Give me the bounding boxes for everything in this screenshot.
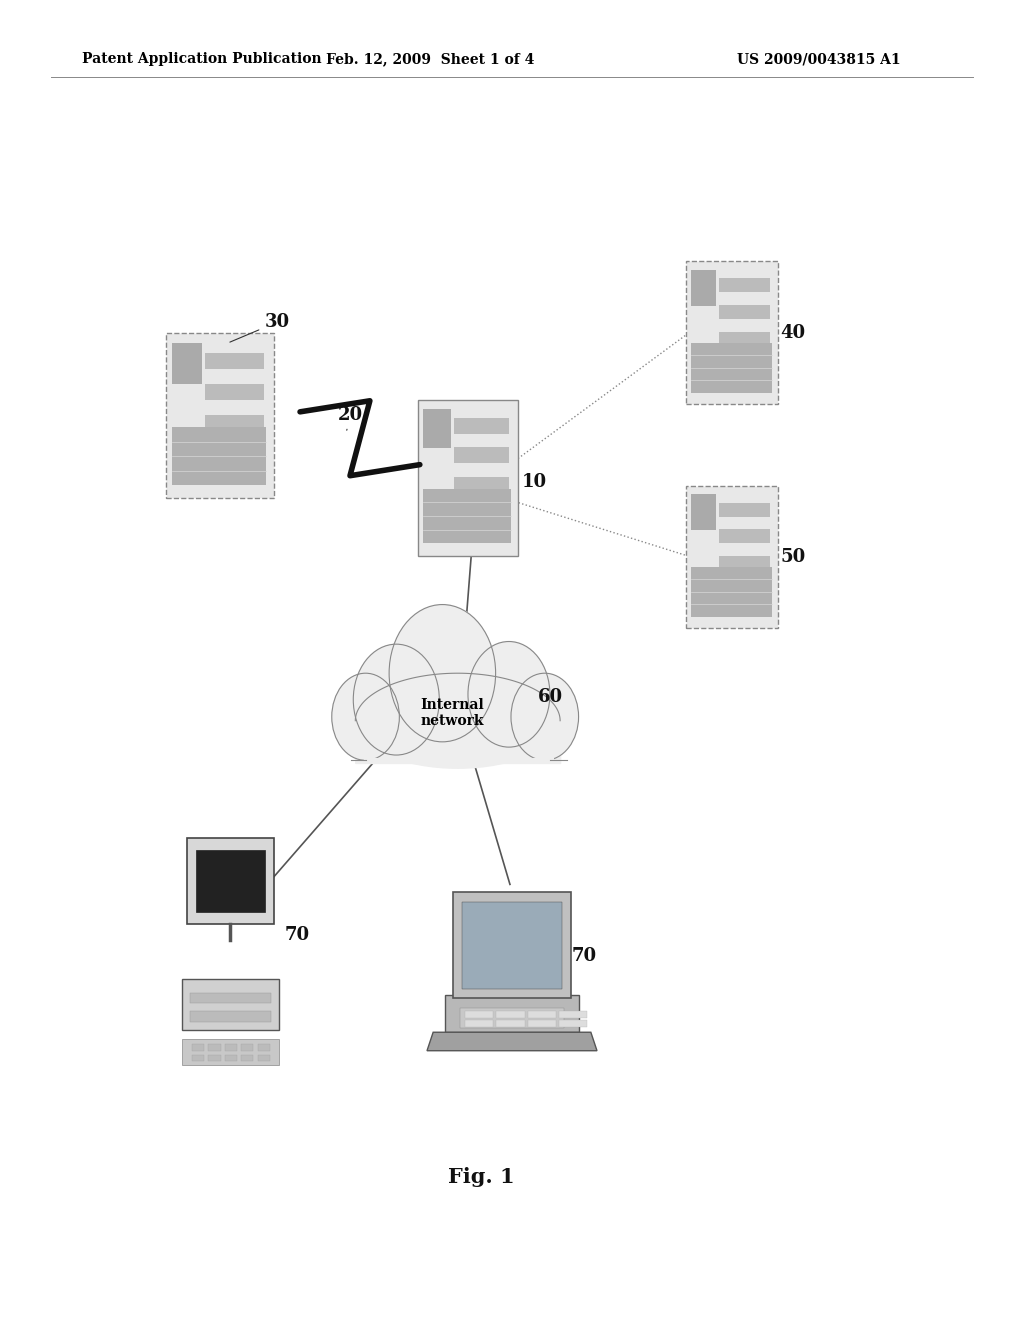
Circle shape bbox=[389, 605, 496, 742]
Bar bbox=[193, 1055, 205, 1061]
Bar bbox=[209, 1055, 221, 1061]
Bar bbox=[258, 1055, 270, 1061]
Bar bbox=[454, 418, 509, 434]
Text: Internal
network: Internal network bbox=[421, 698, 484, 727]
Text: 30: 30 bbox=[229, 313, 290, 342]
Bar bbox=[497, 1020, 524, 1027]
Bar bbox=[205, 414, 264, 432]
Bar bbox=[497, 1011, 524, 1018]
Text: 50: 50 bbox=[780, 548, 806, 566]
Bar bbox=[205, 352, 264, 370]
Bar bbox=[454, 447, 509, 463]
Bar bbox=[186, 838, 274, 924]
Bar bbox=[190, 993, 270, 1003]
Bar bbox=[418, 400, 518, 556]
Circle shape bbox=[353, 644, 439, 755]
Ellipse shape bbox=[355, 673, 560, 768]
Text: Fig. 1: Fig. 1 bbox=[447, 1167, 515, 1188]
Bar bbox=[209, 1044, 221, 1051]
Text: US 2009/0043815 A1: US 2009/0043815 A1 bbox=[737, 53, 901, 66]
Polygon shape bbox=[427, 1032, 597, 1051]
Bar bbox=[690, 568, 772, 616]
Bar bbox=[719, 503, 770, 516]
Bar bbox=[453, 892, 571, 998]
Bar bbox=[172, 343, 202, 384]
Bar bbox=[423, 488, 511, 544]
Bar bbox=[225, 1044, 238, 1051]
Text: 70: 70 bbox=[285, 925, 310, 944]
Bar bbox=[686, 261, 778, 404]
Bar bbox=[719, 556, 770, 570]
Bar bbox=[559, 1011, 587, 1018]
Bar bbox=[190, 1011, 270, 1022]
Bar bbox=[242, 1044, 254, 1051]
Bar bbox=[719, 279, 770, 292]
Text: 20: 20 bbox=[338, 405, 364, 430]
Bar bbox=[690, 269, 717, 305]
Bar bbox=[258, 1044, 270, 1051]
Bar bbox=[182, 1039, 279, 1065]
Bar bbox=[205, 384, 264, 400]
Circle shape bbox=[468, 642, 550, 747]
Bar bbox=[197, 850, 264, 912]
Bar bbox=[463, 902, 561, 989]
Text: 70: 70 bbox=[571, 946, 597, 965]
Bar bbox=[225, 1055, 238, 1061]
Bar bbox=[423, 409, 451, 449]
Bar bbox=[242, 1055, 254, 1061]
Bar bbox=[690, 343, 772, 392]
Bar bbox=[193, 1044, 205, 1051]
Bar bbox=[182, 979, 279, 1030]
Bar bbox=[172, 428, 266, 484]
Circle shape bbox=[332, 673, 399, 760]
Bar bbox=[527, 1011, 556, 1018]
Bar bbox=[460, 1008, 564, 1028]
Bar bbox=[465, 1011, 494, 1018]
Text: 60: 60 bbox=[538, 688, 563, 706]
Bar bbox=[559, 1020, 587, 1027]
Bar bbox=[686, 486, 778, 628]
Text: Feb. 12, 2009  Sheet 1 of 4: Feb. 12, 2009 Sheet 1 of 4 bbox=[326, 53, 535, 66]
Bar bbox=[166, 333, 274, 498]
Bar bbox=[465, 1020, 494, 1027]
Bar bbox=[690, 494, 717, 529]
Text: 10: 10 bbox=[522, 473, 548, 491]
Bar bbox=[527, 1020, 556, 1027]
Bar bbox=[445, 995, 579, 1032]
Circle shape bbox=[511, 673, 579, 760]
Text: Patent Application Publication: Patent Application Publication bbox=[82, 53, 322, 66]
Bar bbox=[719, 305, 770, 319]
Bar bbox=[719, 331, 770, 346]
Bar bbox=[719, 529, 770, 544]
Bar bbox=[454, 477, 509, 492]
Text: 40: 40 bbox=[780, 323, 806, 342]
